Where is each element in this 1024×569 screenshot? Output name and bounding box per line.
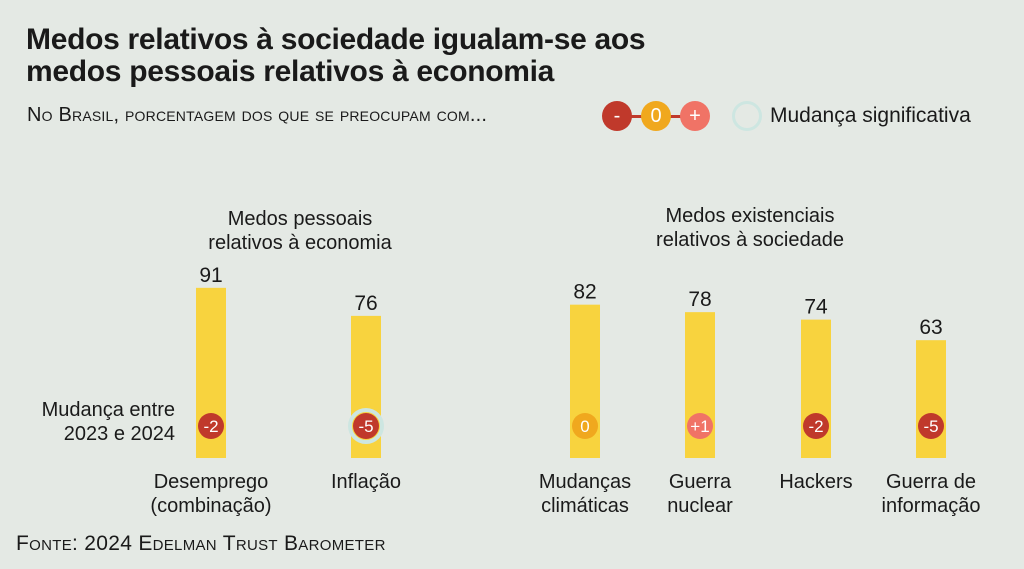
change-value-4: -2 <box>808 417 823 436</box>
change-dot-2 <box>572 413 598 439</box>
category-label-line: Guerra de <box>886 471 976 493</box>
change-dot-3 <box>687 413 713 439</box>
change-dot-0 <box>198 413 224 439</box>
category-label-1: Inflação <box>331 471 401 493</box>
change-value-0: -2 <box>203 417 218 436</box>
change-row-label: Mudança entre 2023 e 2024 <box>41 399 175 445</box>
change-dot-1 <box>353 413 379 439</box>
category-label-line: Guerra <box>669 471 732 493</box>
category-label-line: climáticas <box>541 495 629 517</box>
change-dot-4 <box>803 413 829 439</box>
legend-negative-dot: - <box>602 101 632 131</box>
bar-5 <box>916 340 946 458</box>
legend-neutral-dot: 0 <box>641 101 671 131</box>
change-value-5: -5 <box>923 417 938 436</box>
legend-significant-label: Mudança significativa <box>770 104 971 127</box>
category-label-line: (combinação) <box>150 495 271 517</box>
legend: - 0 + Mudança significativa <box>602 100 1002 134</box>
group-title-society: Medos existenciais relativos à sociedade <box>656 205 844 251</box>
source-note: Fonte: 2024 Edelman Trust Barometer <box>16 532 386 555</box>
bar-value-label-0: 91 <box>199 264 222 287</box>
category-label-line: Hackers <box>779 471 852 493</box>
category-label-3: Guerra nuclear <box>667 471 733 517</box>
group-title-economy: Medos pessoais relativos à economia <box>208 208 392 254</box>
bar-value-label-5: 63 <box>919 316 942 339</box>
category-label-0: Desemprego (combinação) <box>150 471 271 517</box>
category-label-5: Guerra de informação <box>882 471 981 517</box>
bar-value-label-4: 74 <box>804 296 828 319</box>
bar-value-label-3: 78 <box>688 288 711 311</box>
category-label-line: Inflação <box>331 471 401 493</box>
category-label-4: Hackers <box>779 471 852 493</box>
change-value-1: -5 <box>358 417 373 436</box>
bar-value-label-1: 76 <box>354 292 377 315</box>
category-label-line: Desemprego <box>154 471 269 493</box>
category-label-line: nuclear <box>667 495 733 517</box>
category-label-2: Mudanças climáticas <box>539 471 631 517</box>
chart-subtitle: No Brasil, porcentagem dos que se preocu… <box>27 104 488 126</box>
change-dot-5 <box>918 413 944 439</box>
legend-positive-dot: + <box>680 101 710 131</box>
category-label-line: Mudanças <box>539 471 631 493</box>
chart-title: Medos relativos à sociedade igualam-se a… <box>26 23 646 88</box>
change-value-2: 0 <box>580 417 589 436</box>
change-value-3: +1 <box>690 417 709 436</box>
bar-value-label-2: 82 <box>573 281 596 304</box>
category-label-line: informação <box>882 495 981 517</box>
legend-significant-ring <box>732 101 762 131</box>
significant-ring-1 <box>348 408 384 444</box>
